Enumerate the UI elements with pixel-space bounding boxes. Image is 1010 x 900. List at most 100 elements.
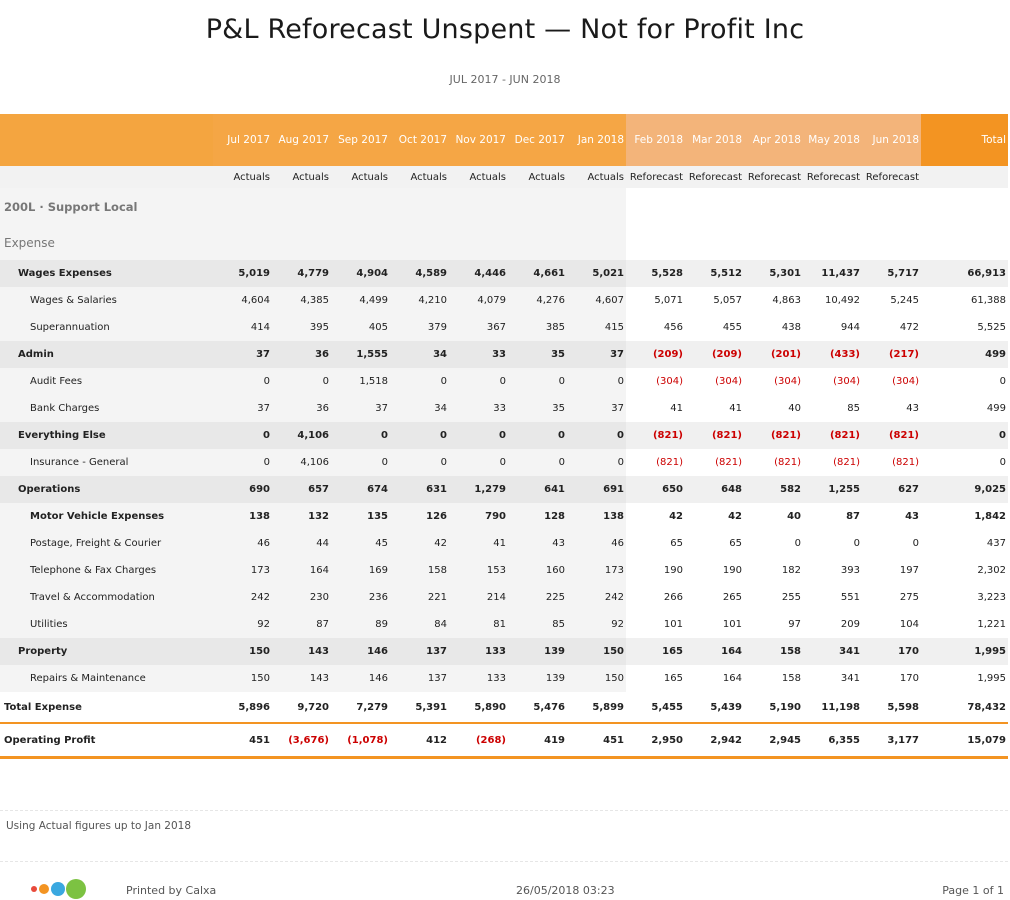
value-cell: 139 (508, 638, 567, 665)
value-cell: 5,301 (744, 260, 803, 287)
value-cell: 0 (449, 368, 508, 395)
value-cell: 5,476 (508, 692, 567, 724)
value-cell: (201) (744, 341, 803, 368)
value-cell: 5,598 (862, 692, 921, 724)
footer: Printed by Calxa 26/05/2018 03:23 Page 1… (0, 878, 1010, 900)
value-cell: (821) (803, 422, 862, 449)
value-cell: 132 (272, 503, 331, 530)
value-cell: 169 (331, 557, 390, 584)
row-label: Superannuation (0, 314, 213, 341)
value-cell: 33 (449, 341, 508, 368)
row-total: 0 (999, 457, 1006, 468)
row-label: Audit Fees (0, 368, 213, 395)
value-cell: 143 (272, 665, 331, 692)
value-cell: 164 (272, 557, 331, 584)
value-cell: 158 (390, 557, 449, 584)
value-cell: (3,676) (272, 723, 331, 759)
value-cell: 37 (331, 395, 390, 422)
value-cell: 2,945 (744, 723, 803, 759)
row-total: 1,842 (974, 511, 1006, 522)
value-cell: 691 (567, 476, 626, 503)
value-cell: 85 (508, 611, 567, 638)
table-row: Telephone & Fax Charges 173 164 169 158 153 16… (0, 557, 1008, 584)
value-cell: 1,255 (803, 476, 862, 503)
row-label: Total Expense (0, 692, 213, 724)
value-cell: 2,950 (626, 723, 685, 759)
value-cell: (821) (862, 422, 921, 449)
table-row: Operations 690 657 674 631 1,279 641 691 650 648 5… (0, 476, 1008, 503)
value-cell: 451 (567, 723, 626, 759)
logo-dot-orange (39, 884, 49, 894)
value-cell: 92 (213, 611, 272, 638)
value-cell: (209) (626, 341, 685, 368)
value-cell: 209 (840, 619, 860, 630)
value-cell: 128 (508, 503, 567, 530)
value-cell: 631 (390, 476, 449, 503)
value-cell: 126 (390, 503, 449, 530)
column-type: Actuals (272, 166, 331, 188)
report-title: P&L Reforecast Unspent — Not for Profit … (205, 14, 805, 45)
value-cell: 0 (449, 449, 508, 476)
value-cell: 135 (331, 503, 390, 530)
value-cell: 146 (331, 638, 390, 665)
row-label: Bank Charges (0, 395, 213, 422)
value-cell: 85 (847, 403, 860, 414)
value-cell: 5,190 (744, 692, 803, 724)
value-cell: 42 (669, 511, 683, 522)
value-cell: 37 (567, 395, 626, 422)
table-row: Property 150 143 146 137 133 139 150 165 164 158 34… (0, 638, 1008, 665)
value-cell: 138 (213, 503, 272, 530)
value-cell: 150 (213, 638, 272, 665)
month-header: Jun 2018 (862, 114, 921, 166)
value-cell: 641 (508, 476, 567, 503)
row-total: 0 (999, 376, 1006, 387)
value-cell: 45 (331, 530, 390, 557)
value-cell: 87 (272, 611, 331, 638)
value-cell: 415 (567, 314, 626, 341)
value-cell: 164 (685, 638, 744, 665)
row-label: Operating Profit (0, 723, 213, 759)
value-cell: 4,276 (508, 287, 567, 314)
value-cell: 89 (331, 611, 390, 638)
month-header: Oct 2017 (390, 114, 449, 166)
value-cell: 150 (213, 665, 272, 692)
month-header: Jan 2018 (567, 114, 626, 166)
value-cell: 150 (567, 638, 626, 665)
value-cell: 41 (670, 403, 683, 414)
value-cell: (821) (833, 457, 860, 468)
value-cell: 393 (840, 565, 860, 576)
value-cell: 405 (331, 314, 390, 341)
value-cell: 43 (508, 530, 567, 557)
row-total: 499 (921, 341, 1008, 368)
value-cell: 412 (390, 723, 449, 759)
value-cell: 2,942 (685, 723, 744, 759)
value-cell: 97 (788, 619, 801, 630)
row-label: Insurance - General (0, 449, 213, 476)
value-cell: (821) (744, 422, 803, 449)
value-cell: (304) (715, 376, 742, 387)
value-cell: 37 (567, 341, 626, 368)
value-cell: 92 (567, 611, 626, 638)
row-label: Operations (0, 476, 213, 503)
page-number: Page 1 of 1 (942, 884, 1004, 897)
month-header-row: Jul 2017 Aug 2017 Sep 2017 Oct 2017 Nov … (0, 114, 1008, 166)
month-header: Dec 2017 (508, 114, 567, 166)
value-cell: 341 (840, 673, 860, 684)
value-cell: 42 (728, 511, 742, 522)
value-cell: 0 (390, 368, 449, 395)
value-cell: 451 (213, 723, 272, 759)
column-type-total (921, 166, 1008, 188)
value-cell: 690 (213, 476, 272, 503)
value-cell: 0 (390, 422, 449, 449)
value-cell: 657 (272, 476, 331, 503)
value-cell: (304) (833, 376, 860, 387)
value-cell: 41 (449, 530, 508, 557)
table-row: Motor Vehicle Expenses 138 132 135 126 790 128… (0, 503, 1008, 530)
value-cell: 170 (899, 673, 919, 684)
month-header: Nov 2017 (449, 114, 508, 166)
value-cell: 0 (567, 368, 626, 395)
value-cell: 138 (567, 503, 626, 530)
row-total: 2,302 (977, 565, 1006, 576)
value-cell: 472 (899, 322, 919, 333)
value-cell: 197 (899, 565, 919, 576)
